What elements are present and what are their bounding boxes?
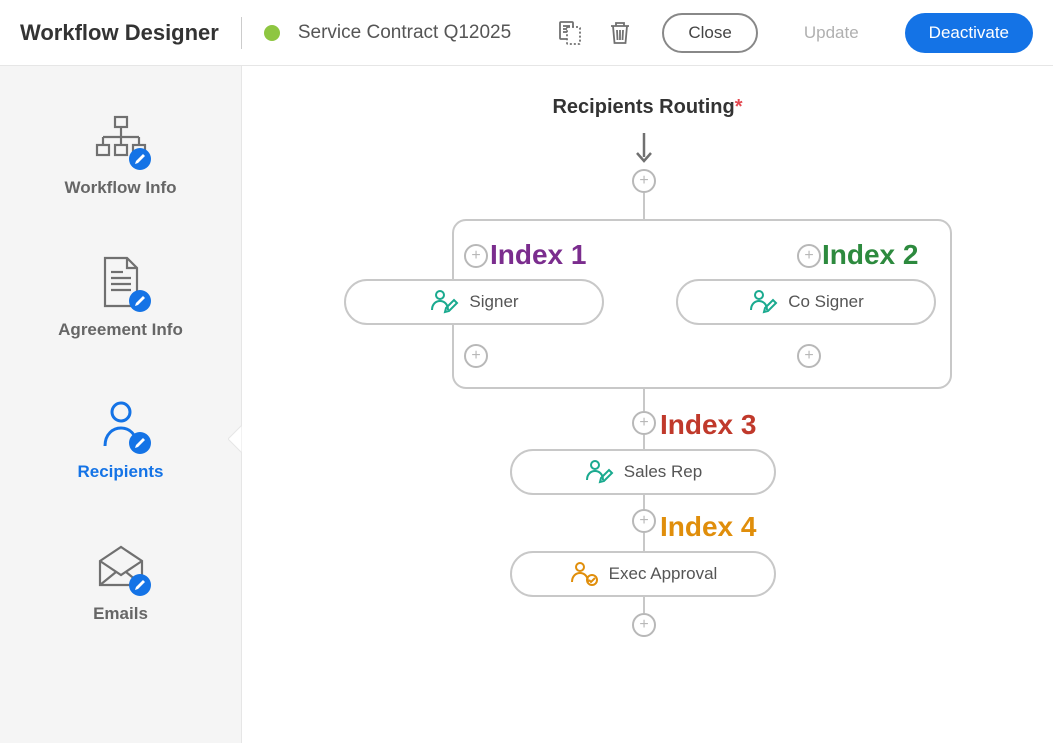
recipient-node-label: Exec Approval (609, 564, 718, 584)
index-2-label: Index 2 (822, 239, 918, 271)
recipient-node-salesrep[interactable]: Sales Rep (510, 449, 776, 495)
sidebar: Workflow Info Agreement Info (0, 66, 242, 743)
edit-badge-icon (129, 148, 151, 170)
update-button: Update (780, 13, 883, 53)
recipient-node-label: Co Signer (788, 292, 864, 312)
sidebar-item-workflow-info[interactable]: Workflow Info (0, 84, 241, 226)
add-node-middle[interactable]: + (632, 411, 656, 435)
active-caret-icon (228, 425, 242, 453)
edit-badge-icon (129, 574, 151, 596)
index-4-label: Index 4 (660, 511, 756, 543)
signer-icon (584, 458, 614, 486)
edit-badge-icon (129, 432, 151, 454)
sidebar-item-emails[interactable]: Emails (0, 510, 241, 652)
close-button[interactable]: Close (662, 13, 757, 53)
update-button-label: Update (804, 23, 859, 43)
recipient-node-label: Signer (469, 292, 518, 312)
recipient-node-label: Sales Rep (624, 462, 702, 482)
add-node-branch-left-top[interactable]: + (464, 244, 488, 268)
index-3-label: Index 3 (660, 409, 756, 441)
signer-icon (429, 288, 459, 316)
connector-line (643, 389, 645, 411)
workflow-name: Service Contract Q12025 (298, 22, 541, 44)
workflow-info-icon (93, 112, 149, 168)
connector-line (643, 495, 645, 509)
add-node-branch-left-bottom[interactable]: + (464, 344, 488, 368)
routing-title: Recipients Routing* (262, 96, 1033, 119)
status-dot (264, 25, 280, 41)
header: Workflow Designer Service Contract Q1202… (0, 0, 1053, 66)
app-title: Workflow Designer (20, 20, 219, 46)
recipients-icon (93, 396, 149, 452)
edit-badge-icon (129, 290, 151, 312)
vertical-divider (241, 17, 242, 49)
sidebar-item-label: Workflow Info (64, 178, 176, 198)
sidebar-item-label: Recipients (78, 462, 164, 482)
trash-icon[interactable] (604, 17, 636, 49)
deactivate-button[interactable]: Deactivate (905, 13, 1033, 53)
arrow-down-icon (634, 131, 654, 165)
close-button-label: Close (688, 23, 731, 43)
recipient-node-cosigner[interactable]: Co Signer (676, 279, 936, 325)
sidebar-item-label: Emails (93, 604, 148, 624)
add-node-below-salesrep[interactable]: + (632, 509, 656, 533)
sidebar-item-agreement-info[interactable]: Agreement Info (0, 226, 241, 368)
connector-line (643, 533, 645, 551)
recipient-node-execapproval[interactable]: Exec Approval (510, 551, 776, 597)
deactivate-button-label: Deactivate (929, 23, 1009, 43)
flow-area: + + + Index 1 Index 2 Si (262, 119, 1033, 679)
connector-line (643, 597, 645, 613)
routing-title-text: Recipients Routing (552, 96, 734, 118)
sidebar-item-recipients[interactable]: Recipients (0, 368, 241, 510)
connector-line (643, 435, 645, 449)
add-node-top[interactable]: + (632, 169, 656, 193)
emails-icon (93, 538, 149, 594)
index-1-label: Index 1 (490, 239, 586, 271)
signer-icon (748, 288, 778, 316)
connector-line (643, 193, 645, 219)
required-marker: * (735, 96, 743, 118)
main-canvas: Recipients Routing* + + + I (242, 66, 1053, 743)
sidebar-item-label: Agreement Info (58, 320, 183, 340)
add-node-branch-right-bottom[interactable]: + (797, 344, 821, 368)
add-node-branch-right-top[interactable]: + (797, 244, 821, 268)
duplicate-icon[interactable] (554, 17, 586, 49)
agreement-info-icon (93, 254, 149, 310)
recipient-node-signer[interactable]: Signer (344, 279, 604, 325)
add-node-bottom[interactable]: + (632, 613, 656, 637)
approver-icon (569, 560, 599, 588)
